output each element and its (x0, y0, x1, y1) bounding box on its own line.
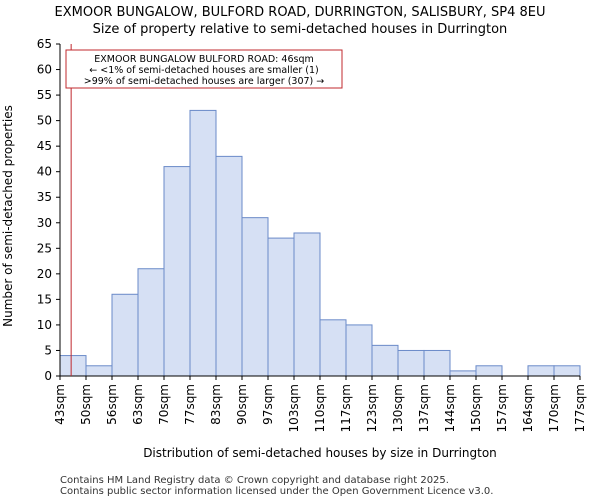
x-tick-label: 110sqm (313, 384, 327, 432)
chart-title-line1: EXMOOR BUNGALOW, BULFORD ROAD, DURRINGTO… (55, 5, 546, 20)
y-tick-label: 5 (44, 343, 52, 357)
x-tick-label: 170sqm (547, 384, 561, 432)
annotation-line1: EXMOOR BUNGALOW BULFORD ROAD: 46sqm (94, 54, 313, 65)
bar-56sqm (111, 293, 139, 377)
y-tick-label: 10 (37, 318, 52, 332)
x-tick-label: 83sqm (209, 384, 223, 425)
bar-130sqm (397, 349, 425, 377)
annotation-line2: ← <1% of semi-detached houses are smalle… (89, 65, 318, 76)
y-tick-label: 15 (37, 292, 52, 306)
y-tick-label: 40 (37, 165, 52, 179)
footer-line1: Contains HM Land Registry data © Crown c… (60, 475, 449, 486)
annotation-line3: >99% of semi-detached houses are larger … (84, 76, 325, 87)
y-tick-label: 20 (37, 267, 52, 281)
x-tick-label: 137sqm (417, 384, 431, 432)
x-tick-label: 43sqm (53, 384, 67, 425)
bar-137sqm (423, 349, 451, 377)
bar-63sqm (137, 268, 165, 377)
bar-164sqm (527, 365, 555, 377)
x-tick-label: 63sqm (131, 384, 145, 425)
x-tick-label: 56sqm (105, 384, 119, 425)
y-tick-label: 65 (37, 37, 52, 51)
y-tick-label: 55 (37, 88, 52, 102)
bar-150sqm (475, 365, 503, 377)
x-tick-label: 103sqm (287, 384, 301, 432)
bar-110sqm (319, 319, 347, 377)
bar-77sqm (189, 109, 217, 377)
x-tick-label: 77sqm (183, 384, 197, 425)
y-axis-ticks: 0 5 10 15 20 25 30 35 40 45 50 55 60 65 (37, 37, 60, 383)
bar-83sqm (215, 155, 243, 377)
y-tick-label: 25 (37, 241, 52, 255)
x-tick-label: 130sqm (391, 384, 405, 432)
x-tick-label: 150sqm (469, 384, 483, 432)
y-tick-label: 35 (37, 190, 52, 204)
bar-90sqm (241, 217, 269, 377)
chart-title-line2: Size of property relative to semi-detach… (93, 22, 508, 37)
y-tick-label: 50 (37, 114, 52, 128)
x-axis-label: Distribution of semi-detached houses by … (143, 446, 497, 460)
x-tick-label: 50sqm (79, 384, 93, 425)
y-tick-label: 60 (37, 63, 52, 77)
x-tick-label: 144sqm (443, 384, 457, 432)
x-tick-label: 90sqm (235, 384, 249, 425)
x-tick-label: 177sqm (573, 384, 587, 432)
annotation-box (65, 49, 343, 89)
y-tick-label: 0 (44, 369, 52, 383)
bar-170sqm (553, 365, 581, 377)
bar-117sqm (345, 324, 373, 377)
bar-43sqm (59, 355, 87, 377)
x-tick-label: 164sqm (521, 384, 535, 432)
y-tick-label: 45 (37, 139, 52, 153)
footer-line2: Contains public sector information licen… (60, 486, 493, 497)
y-tick-label: 30 (37, 216, 52, 230)
bar-123sqm (371, 344, 399, 377)
x-tick-label: 117sqm (339, 384, 353, 432)
y-axis-label: Number of semi-detached properties (1, 105, 15, 327)
bar-144sqm (449, 370, 477, 377)
bars-group (59, 109, 581, 377)
x-tick-label: 157sqm (495, 384, 509, 432)
x-tick-label: 97sqm (261, 384, 275, 425)
bar-50sqm (85, 365, 113, 377)
x-axis-ticks: 43sqm 50sqm 56sqm 63sqm 70sqm 77sqm 83sqm 90sqm… (53, 376, 587, 432)
x-tick-label: 123sqm (365, 384, 379, 432)
x-tick-label: 70sqm (157, 384, 171, 425)
bar-70sqm (163, 166, 191, 377)
bar-103sqm (293, 232, 321, 377)
bar-97sqm (267, 237, 295, 377)
